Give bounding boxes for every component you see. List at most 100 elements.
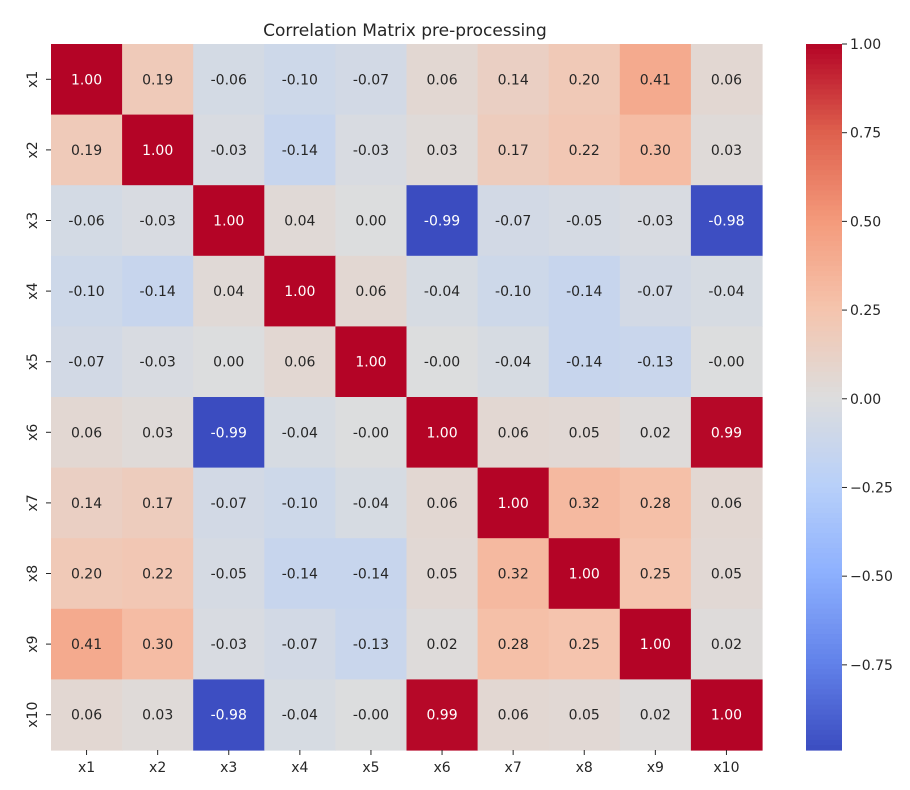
heatmap-cell-x10-x6 — [406, 679, 479, 751]
cell-annotations: 1.00 0.19 -0.06 -0.10 -0.07 0.06 0.14 0.20 0.41 0… — [68, 72, 744, 723]
colorbar-gradient-segment — [806, 573, 842, 580]
colorbar-gradient-segment — [806, 326, 842, 333]
cell-value-x9-x7: 0.28 — [498, 637, 529, 653]
colorbar-gradient-segment — [806, 679, 842, 686]
y-tick-label-x10: x10 — [25, 702, 41, 728]
heatmap-cell-x8-x10 — [690, 538, 763, 610]
heatmap-cell-x3-x6 — [406, 185, 479, 257]
cell-value-x7-x9: 0.28 — [640, 496, 671, 512]
colorbar-gradient-segment — [806, 296, 842, 302]
colorbar-gradient-segment — [806, 442, 842, 449]
heatmap-cell-x8-x8 — [548, 538, 621, 610]
heatmap-cell-x9-x3 — [193, 608, 265, 680]
colorbar-tick-label: 1.00 — [850, 37, 881, 53]
heatmap-cell-x10-x1 — [51, 679, 123, 751]
colorbar-gradient-segment — [806, 613, 842, 620]
cell-value-x2-x7: 0.17 — [498, 143, 529, 159]
colorbar-gradient-segment — [806, 427, 842, 433]
colorbar-gradient-segment — [806, 558, 842, 565]
colorbar-gradient-segment — [806, 180, 842, 186]
heatmap-cell-x8-x1 — [51, 538, 123, 610]
cell-value-x9-x10: 0.02 — [711, 637, 742, 653]
heatmap-cell-x6-x9 — [619, 397, 692, 469]
colorbar-gradient-segment — [806, 129, 842, 136]
heatmap-cell-x10-x3 — [193, 679, 265, 751]
cell-value-x8-x1: 0.20 — [71, 567, 102, 583]
x-axis: x1 x2 x3 x4 x5 x6 x7 x8 x9 x10 — [78, 750, 740, 776]
colorbar-gradient-segment — [806, 190, 842, 196]
cell-value-x1-x5: -0.07 — [353, 72, 389, 88]
colorbar-gradient-segment — [806, 185, 842, 191]
cell-value-x6-x8: 0.05 — [569, 425, 600, 441]
cell-value-x2-x8: 0.22 — [569, 143, 600, 159]
colorbar-gradient-segment — [806, 64, 842, 70]
colorbar-gradient-segment — [806, 205, 842, 212]
heatmap-cell-x10-x4 — [264, 679, 336, 751]
cell-value-x10-x8: 0.05 — [569, 708, 600, 724]
heatmap-cell-x10-x8 — [548, 679, 621, 751]
cell-value-x7-x4: -0.10 — [282, 496, 318, 512]
colorbar-tick-label: 0.25 — [850, 303, 881, 319]
colorbar-gradient-segment — [806, 739, 842, 746]
colorbar-gradient-segment — [806, 270, 842, 277]
cell-value-x3-x9: -0.03 — [637, 214, 673, 230]
heatmap-cell-x10-x2 — [122, 679, 194, 751]
colorbar-gradient-segment — [806, 331, 842, 338]
cell-value-x10-x7: 0.06 — [498, 708, 529, 724]
cell-value-x8-x3: -0.05 — [211, 567, 247, 583]
heatmap-cell-x7-x9 — [619, 467, 692, 539]
colorbar-gradient-segment — [806, 502, 842, 509]
cell-value-x6-x5: -0.00 — [353, 425, 389, 441]
colorbar-gradient-segment — [806, 639, 842, 645]
colorbar-gradient-segment — [806, 391, 842, 398]
cell-value-x6-x6: 1.00 — [426, 425, 457, 441]
colorbar-gradient-segment — [806, 462, 842, 469]
colorbar-gradient-segment — [806, 104, 842, 111]
heatmap-cell-x2-x9 — [619, 114, 692, 186]
colorbar-gradient-segment — [806, 99, 842, 106]
cell-value-x6-x9: 0.02 — [640, 425, 671, 441]
cell-value-x8-x4: -0.14 — [282, 567, 318, 583]
cell-value-x4-x10: -0.04 — [708, 284, 744, 300]
heatmap-cell-x4-x1 — [51, 255, 123, 327]
heatmap-cell-x6-x2 — [122, 397, 194, 469]
heatmap-cell-x1-x1 — [51, 44, 123, 116]
cell-value-x10-x2: 0.03 — [142, 708, 173, 724]
colorbar-gradient-segment — [806, 386, 842, 393]
cell-value-x9-x6: 0.02 — [426, 637, 457, 653]
colorbar-gradient-segment — [806, 644, 842, 650]
colorbar-gradient-segment — [806, 245, 842, 252]
cell-value-x10-x4: -0.04 — [282, 708, 318, 724]
colorbar-gradient-segment — [806, 492, 842, 499]
cell-value-x1-x6: 0.06 — [426, 72, 457, 88]
heatmap-cell-x6-x5 — [335, 397, 408, 469]
x-tick-label-x10: x10 — [713, 760, 739, 776]
colorbar-gradient-segment — [806, 376, 842, 383]
cell-value-x1-x9: 0.41 — [640, 72, 671, 88]
colorbar-gradient-segment — [806, 457, 842, 464]
cell-value-x3-x1: -0.06 — [68, 214, 104, 230]
cell-value-x4-x2: -0.14 — [140, 284, 176, 300]
y-tick-label-x7: x7 — [25, 494, 41, 511]
colorbar-gradient-segment — [806, 144, 842, 151]
heatmap-cell-x2-x5 — [335, 114, 408, 186]
colorbar-gradient-segment — [806, 608, 842, 615]
colorbar-gradient-segment — [806, 588, 842, 595]
cell-value-x10-x6: 0.99 — [426, 708, 457, 724]
colorbar-gradient-segment — [806, 507, 842, 514]
colorbar-gradient-segment — [806, 528, 842, 534]
colorbar-gradient-segment — [806, 477, 842, 484]
heatmap-cell-x6-x6 — [406, 397, 479, 469]
colorbar-gradient-segment — [806, 618, 842, 625]
colorbar-gradient-segment — [806, 149, 842, 156]
heatmap-cell-x4-x5 — [335, 255, 408, 327]
colorbar-gradient-segment — [806, 165, 842, 171]
heatmap-cell-x3-x3 — [193, 185, 265, 257]
heatmap-cell-x9-x6 — [406, 608, 479, 680]
cell-value-x2-x5: -0.03 — [353, 143, 389, 159]
heatmap-cell-x8-x6 — [406, 538, 479, 610]
cell-value-x4-x6: -0.04 — [424, 284, 460, 300]
heatmap-cell-x8-x9 — [619, 538, 692, 610]
heatmap-cell-x5-x5 — [335, 326, 408, 398]
